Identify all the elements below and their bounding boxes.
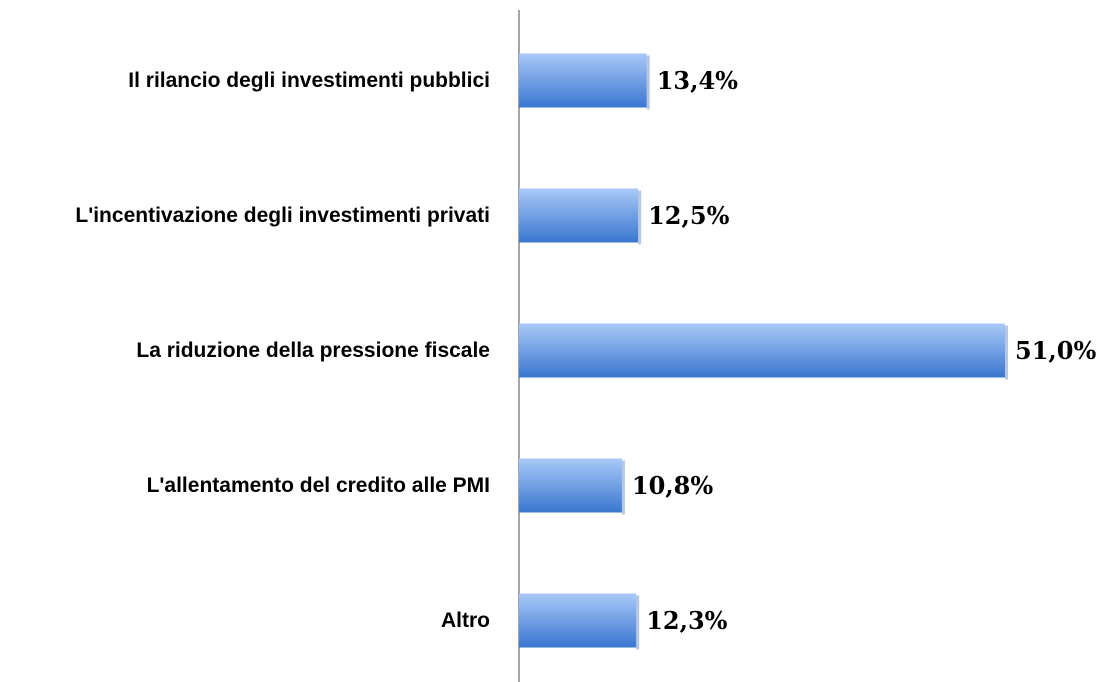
bar — [519, 188, 639, 243]
value-label: 12,5% — [648, 201, 729, 230]
bar — [519, 53, 647, 108]
bar — [519, 458, 622, 513]
value-label: 10,8% — [632, 471, 713, 500]
value-label: 12,3% — [646, 606, 727, 635]
bar-shadow — [646, 55, 650, 110]
category-text: Il rilancio degli investimenti pubblici — [128, 68, 490, 92]
value-label: 51,0% — [1015, 336, 1096, 365]
category-label: L'allentamento del credito alle PMI — [5, 469, 490, 503]
bar-shadow — [1005, 325, 1008, 380]
category-text: Altro — [441, 608, 490, 632]
category-label: L'incentivazione degli investimenti priv… — [5, 199, 490, 233]
bar-shadow — [636, 595, 640, 650]
value-label: 13,4% — [657, 66, 738, 95]
category-label: La riduzione della pressione fiscale — [5, 334, 490, 368]
category-label: Altro — [5, 604, 490, 638]
category-text: La riduzione della pressione fiscale — [136, 338, 490, 362]
category-text: L'incentivazione degli investimenti priv… — [75, 203, 490, 227]
bar-shadow — [638, 190, 642, 245]
bar — [519, 593, 637, 648]
category-text: L'allentamento del credito alle PMI — [146, 473, 490, 497]
category-label: Il rilancio degli investimenti pubblici — [5, 64, 490, 98]
bar — [519, 323, 1005, 378]
bar-shadow — [621, 460, 625, 515]
